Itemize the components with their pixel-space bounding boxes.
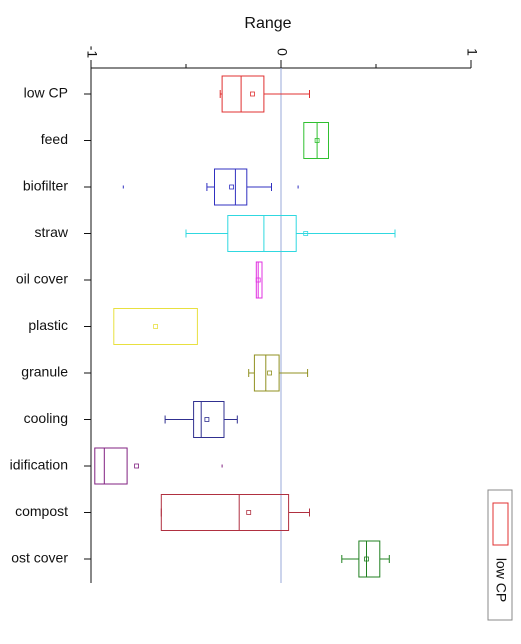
- mean: [246, 510, 252, 515]
- y-tick-label: feed: [41, 131, 68, 147]
- mean: [134, 463, 140, 469]
- box: [253, 354, 280, 392]
- y-tick-label: straw: [35, 224, 69, 240]
- box: [214, 168, 248, 206]
- box: [193, 401, 225, 438]
- box: [303, 122, 329, 159]
- box: [94, 447, 128, 485]
- mean: [153, 324, 159, 329]
- mean: [364, 556, 369, 562]
- x-tick-label: -1: [84, 46, 100, 59]
- x-tick-label: 0: [274, 48, 290, 56]
- y-tick-label: plastic: [28, 317, 68, 333]
- y-tick-label: oil cover: [16, 271, 68, 287]
- box: [221, 75, 265, 113]
- mean: [314, 138, 320, 143]
- y-tick-label: idification: [10, 457, 68, 473]
- mean: [204, 417, 210, 422]
- box: [113, 308, 198, 345]
- mean: [250, 91, 255, 97]
- mean: [255, 277, 261, 283]
- mean: [303, 231, 309, 236]
- y-tick-label: low CP: [24, 85, 68, 101]
- x-tick-label: 1: [464, 48, 480, 56]
- y-tick-label: compost: [15, 503, 68, 519]
- box: [255, 261, 263, 299]
- legend-label: low CP: [493, 558, 509, 602]
- box: [160, 494, 290, 531]
- y-tick-label: biofilter: [23, 178, 68, 194]
- mean: [229, 184, 235, 190]
- mean: [267, 370, 273, 376]
- legend-swatch: [492, 502, 509, 546]
- y-tick-label: granule: [21, 364, 68, 380]
- y-tick-label: cooling: [24, 410, 68, 426]
- chart-title: Range: [244, 15, 291, 32]
- box: [227, 215, 297, 252]
- y-tick-label: ost cover: [11, 550, 68, 566]
- box: [358, 540, 381, 578]
